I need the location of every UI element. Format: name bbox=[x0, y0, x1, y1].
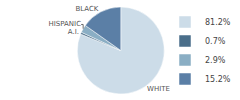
svg-text:BLACK: BLACK bbox=[75, 5, 98, 13]
svg-text:0.7%: 0.7% bbox=[205, 37, 226, 46]
svg-text:WHITE: WHITE bbox=[147, 85, 170, 93]
svg-text:81.2%: 81.2% bbox=[205, 18, 231, 27]
svg-text:HISPANIC: HISPANIC bbox=[49, 20, 82, 28]
svg-text:2.9%: 2.9% bbox=[205, 56, 226, 65]
svg-text:15.2%: 15.2% bbox=[205, 75, 231, 84]
svg-text:A.I.: A.I. bbox=[68, 28, 79, 36]
